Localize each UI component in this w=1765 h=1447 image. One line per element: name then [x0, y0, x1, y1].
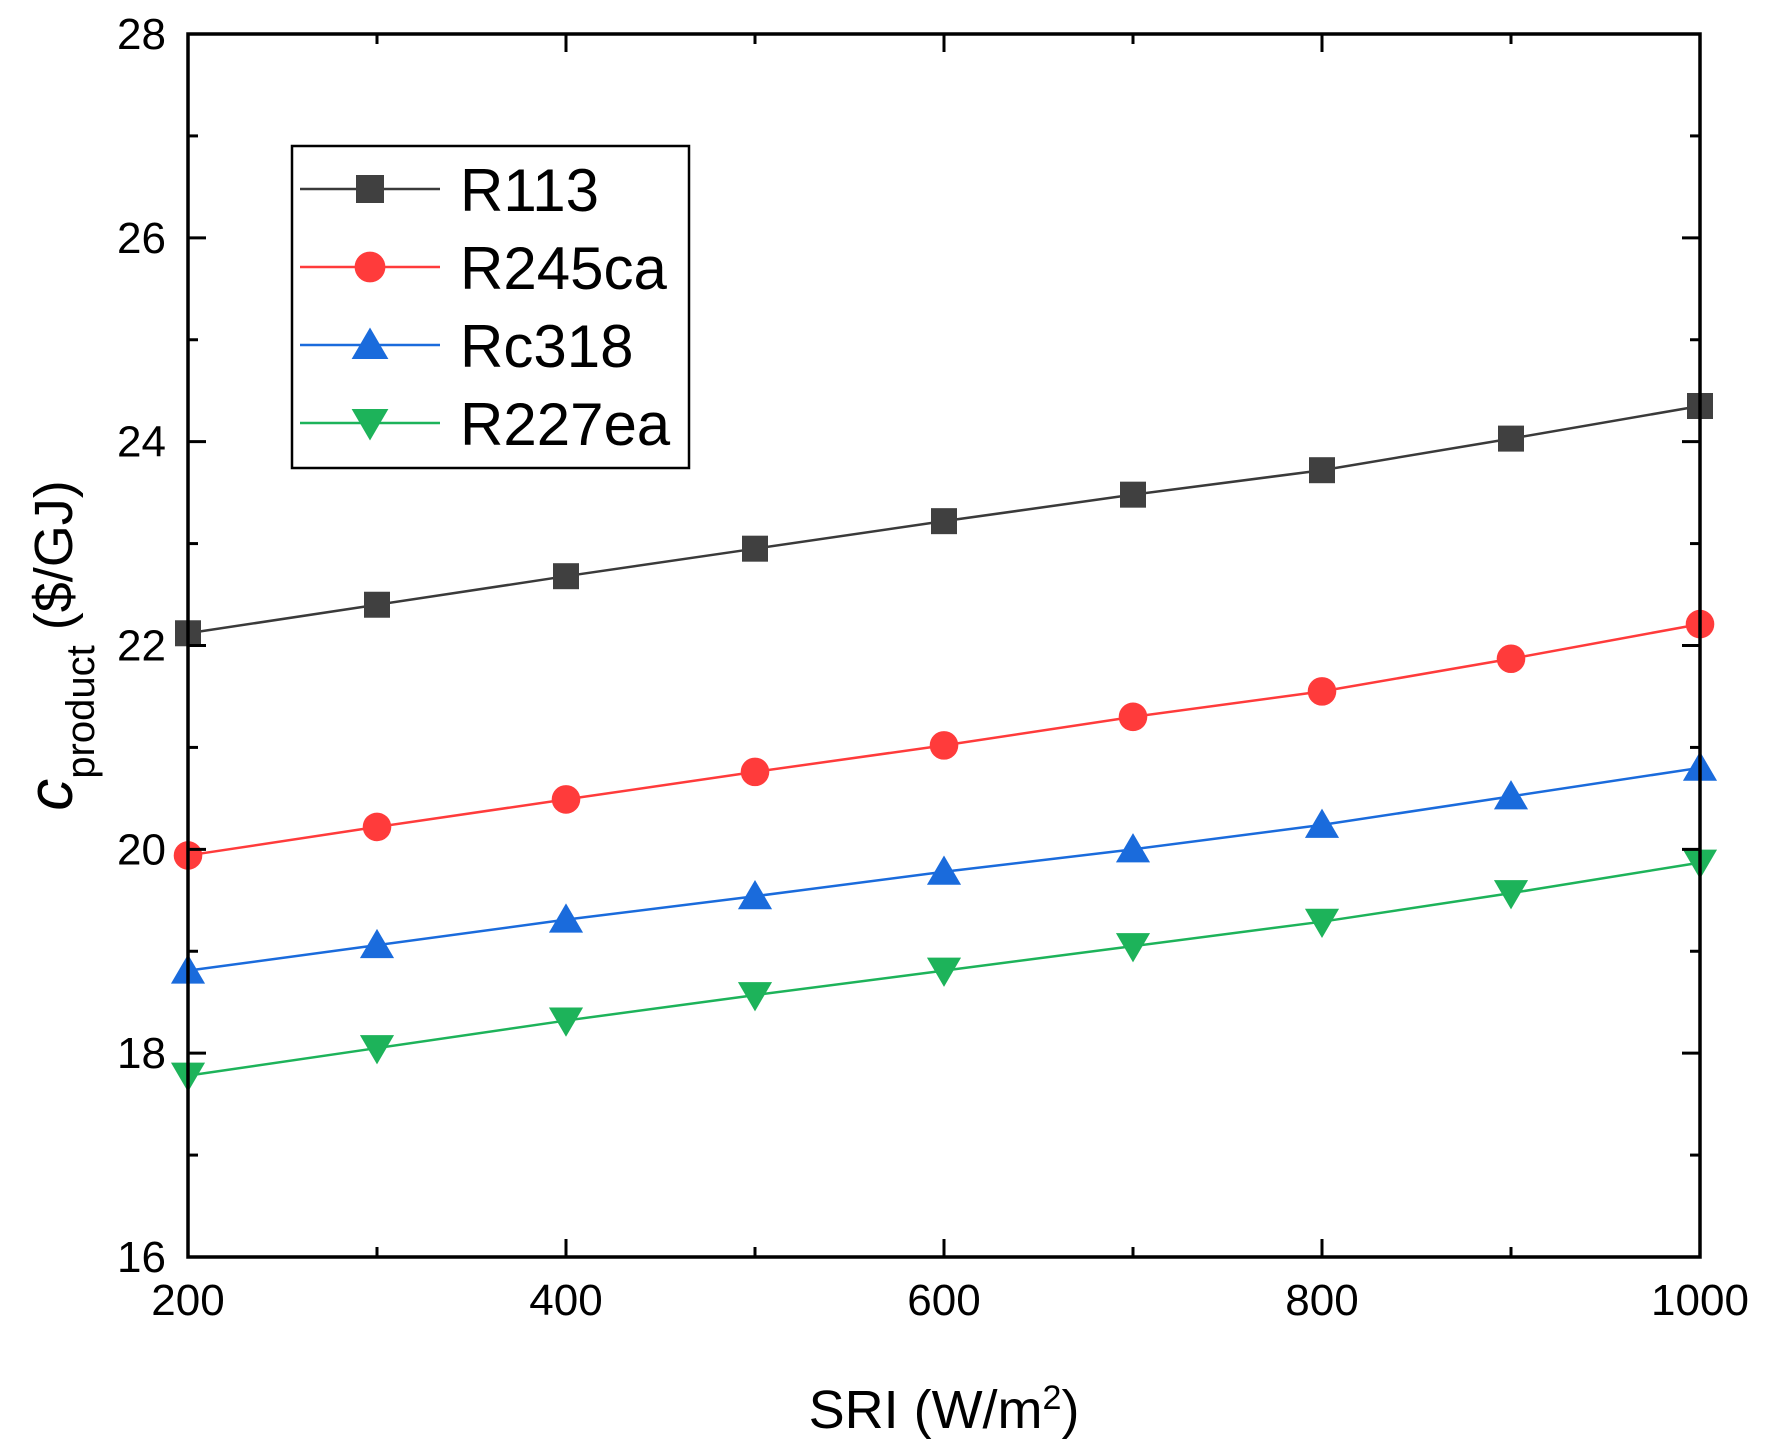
legend-label: R245ca	[460, 235, 667, 302]
data-point	[1115, 833, 1151, 863]
series-r245ca	[173, 609, 1715, 870]
legend-entry-r227ea: R227ea	[300, 391, 671, 458]
legend-marker	[351, 327, 389, 359]
data-point	[1304, 808, 1340, 838]
data-point	[548, 903, 584, 933]
x-tick-label: 200	[151, 1276, 224, 1325]
data-point	[1309, 457, 1335, 484]
data-point	[359, 928, 395, 959]
y-tick-label: 18	[117, 1029, 166, 1078]
data-point	[926, 957, 962, 987]
data-point	[737, 879, 773, 910]
data-point	[1120, 481, 1146, 508]
legend-marker	[354, 251, 386, 283]
legend-entry-r245ca: R245ca	[300, 235, 667, 302]
data-point	[553, 563, 579, 590]
y-tick-label: 20	[117, 825, 166, 874]
y-tick-label: 26	[117, 214, 166, 263]
data-point	[1115, 933, 1151, 963]
data-point	[359, 1035, 395, 1065]
legend: R113 R245ca Rc318 R227ea	[290, 144, 691, 470]
y-axis-title-main: c	[14, 779, 86, 811]
x-axis-title-sup: 2	[1043, 1379, 1062, 1417]
data-point	[1496, 644, 1526, 674]
x-tick-label: 600	[907, 1276, 980, 1325]
y-axis-title-sub: product	[59, 645, 103, 778]
data-point	[1493, 880, 1529, 910]
legend-entry-rc318: Rc318	[300, 313, 633, 380]
axes-layer: 200 400 600 800 1000 16 18 20 22 24 26 28	[117, 10, 1749, 1325]
y-tick-label: 22	[117, 622, 166, 671]
legend-label: R227ea	[460, 391, 671, 458]
data-point	[548, 1007, 584, 1037]
data-point	[364, 591, 390, 618]
y-tick-label: 24	[117, 418, 166, 467]
series-layer	[170, 392, 1718, 1092]
data-point	[1304, 908, 1340, 938]
x-axis-title: SRI (W/m2)	[809, 1379, 1080, 1440]
data-point	[737, 982, 773, 1012]
x-axis-title-main: SRI (W/m	[809, 1380, 1043, 1440]
data-point	[742, 535, 768, 562]
legend-marker	[356, 175, 384, 203]
data-point	[1307, 677, 1337, 706]
y-tick-label: 28	[117, 10, 166, 59]
y-axis-title-end: ($/GJ)	[24, 480, 84, 645]
series-r227ea	[170, 849, 1718, 1092]
x-tick-label: 800	[1285, 1276, 1358, 1325]
data-point	[740, 757, 770, 787]
data-point	[362, 812, 392, 842]
data-point	[1498, 425, 1524, 452]
x-axis-title-end: )	[1061, 1380, 1079, 1440]
data-point	[926, 855, 962, 885]
data-point	[1118, 702, 1148, 732]
x-tick-label: 400	[529, 1276, 602, 1325]
y-axis-title: cproduct ($/GJ)	[14, 480, 103, 810]
legend-marker	[351, 409, 389, 441]
legend-label: Rc318	[460, 313, 633, 380]
data-point	[1493, 780, 1529, 810]
data-point	[931, 508, 957, 535]
data-point	[551, 785, 581, 814]
x-tick-label: 1000	[1651, 1276, 1749, 1325]
y-tick-label: 16	[117, 1233, 166, 1282]
data-point	[929, 731, 959, 760]
legend-label: R113	[460, 157, 599, 224]
legend-entry-r113: R113	[300, 157, 599, 224]
